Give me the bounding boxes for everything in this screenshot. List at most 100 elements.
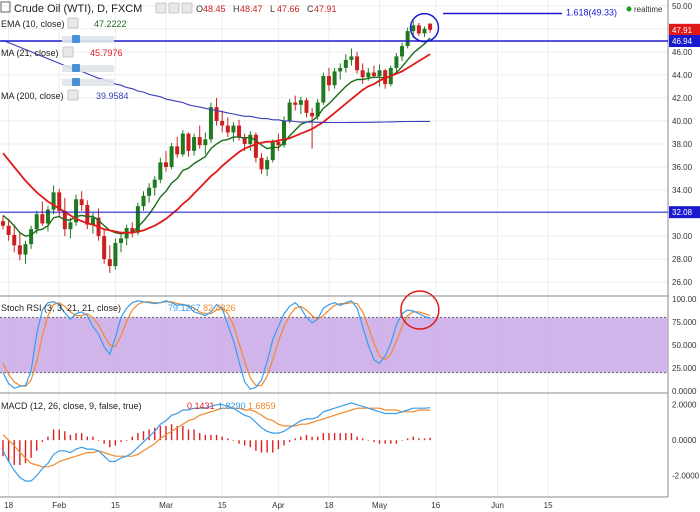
x-tick-label: 15 (544, 501, 553, 510)
candle-body (12, 234, 17, 246)
macd-histogram-bar (58, 429, 60, 441)
macd-histogram-bar (429, 437, 431, 441)
last-price-tag-bg (669, 23, 700, 36)
x-tick-label: Mar (159, 501, 173, 510)
macd-histogram-bar (165, 425, 167, 441)
price-highlight-circle (409, 12, 440, 43)
candle-body (377, 70, 382, 77)
stoch-d-value: 82.4826 (203, 303, 236, 313)
macd-histogram-bar (227, 438, 229, 441)
candle-body (326, 76, 331, 86)
chart-collapse-icon[interactable] (0, 1, 11, 13)
candle-body (220, 120, 225, 126)
macd-title: MACD (12, 26, close, 9, false, true) (1, 401, 142, 411)
macd-histogram-bar (176, 425, 178, 441)
candle-body (203, 139, 208, 146)
macd-histogram-bar (243, 440, 246, 446)
candle-body (130, 228, 135, 233)
hidden-indicator-row[interactable] (62, 36, 114, 43)
indicator-settings-icon[interactable] (67, 17, 79, 29)
candle-body (225, 125, 230, 133)
stoch-tick-label: 0.0000 (672, 387, 697, 396)
macd-histogram-bar (142, 431, 145, 441)
resistance-price-tag-bg (669, 35, 700, 48)
macd-histogram-bar (187, 429, 190, 441)
macd-histogram-bar (148, 429, 150, 441)
candle-body (40, 214, 45, 224)
candle-body (17, 245, 22, 255)
x-tick-label: 16 (431, 501, 440, 510)
price-tick-label: 50.00 (672, 2, 693, 11)
macd-histogram-bar (30, 440, 32, 458)
candle-body (304, 100, 309, 113)
settings-icon[interactable] (168, 2, 180, 14)
stoch-k-value: 79.1267 (168, 303, 201, 313)
candle-body (416, 25, 421, 34)
price-tick-label: 26.00 (672, 278, 693, 287)
stoch-tick-label: 75.000 (672, 318, 697, 327)
candle-body (253, 134, 258, 158)
macd-histogram-bar (255, 440, 257, 451)
candle-body (197, 137, 202, 146)
price-tick-label: 34.00 (672, 186, 693, 195)
macd-histogram-bar (266, 440, 268, 453)
macd-histogram-bar (339, 433, 341, 441)
ohlc-label: O (196, 4, 203, 14)
macd-histogram-bar (401, 440, 403, 441)
candles (1, 20, 433, 273)
candle-body (276, 141, 281, 146)
x-tick-label: Jun (491, 501, 504, 510)
candle-body (135, 206, 140, 233)
realtime-dot-icon (626, 6, 632, 12)
macd-histogram-bar (137, 433, 139, 441)
hidden-indicator-row[interactable] (62, 65, 114, 72)
close-icon[interactable] (181, 2, 193, 14)
candle-body (355, 56, 360, 71)
indicator-settings-icon[interactable] (62, 46, 74, 58)
macd-histogram-bar (221, 436, 223, 441)
candle-body (310, 112, 315, 117)
stoch-tick-label: 100.00 (672, 295, 697, 304)
macd-histogram-bar (75, 433, 77, 441)
stoch-band (0, 316, 668, 374)
candle-body (405, 31, 410, 47)
macd-histogram-value: 0.1431 (187, 401, 215, 411)
indicator-visibility-icon[interactable] (72, 78, 80, 86)
price-tick-label: 42.00 (672, 94, 693, 103)
macd-histogram-bar (322, 433, 325, 441)
candle-body (265, 160, 270, 170)
candle-body (208, 107, 213, 140)
macd-histogram-bar (277, 440, 280, 450)
macd-histogram-bar (249, 440, 251, 448)
macd-histogram-bar (69, 434, 72, 441)
macd-histogram-bar (373, 440, 375, 442)
macd-histogram-bar (36, 440, 38, 451)
macd-histogram-bar (109, 440, 111, 448)
candle-body (169, 146, 174, 168)
macd-signal-line (2, 407, 431, 468)
indicator-visibility-icon[interactable] (72, 35, 80, 43)
macd-histogram-bar (300, 436, 302, 441)
hidden-indicator-row[interactable] (62, 79, 114, 86)
candle-body (422, 28, 427, 34)
candle-body (343, 59, 348, 68)
macd-histogram-bar (52, 429, 55, 441)
candle-body (400, 46, 405, 57)
macd-histogram-bar (395, 440, 398, 444)
candle-body (332, 71, 337, 86)
macd-tick-label: 2.0000 (672, 401, 697, 410)
macd-histogram-bar (283, 440, 285, 446)
macd-histogram-bar (114, 440, 117, 446)
indicator-visibility-icon[interactable] (72, 64, 80, 72)
indicator-value: 47.2222 (94, 19, 127, 29)
eye-icon[interactable] (155, 2, 167, 14)
candle-body (1, 221, 5, 226)
price-tick-label: 40.00 (672, 117, 693, 126)
stoch-overbought-oversold-band (0, 317, 668, 373)
indicator-settings-icon[interactable] (67, 89, 79, 101)
macd-histogram-bar (361, 438, 364, 441)
macd-histogram-bar (412, 436, 414, 441)
stoch-tick-label: 50.000 (672, 341, 697, 350)
macd-histogram-bar (328, 433, 330, 441)
